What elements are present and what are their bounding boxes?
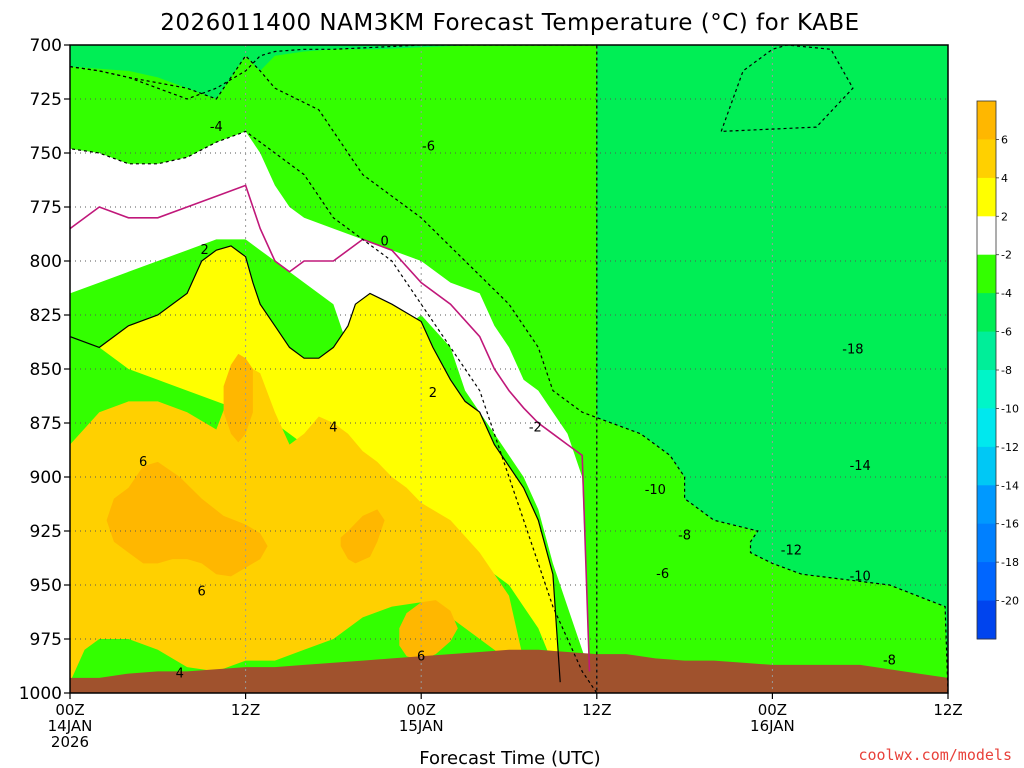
contour-label: -4 <box>210 120 223 135</box>
terrain-polygon <box>70 649 948 693</box>
colorbar-label: -4 <box>1001 287 1012 300</box>
contour-label: -8 <box>678 528 691 543</box>
contour-label: -2 <box>529 420 542 435</box>
contour-label: 2 <box>200 243 208 258</box>
contour-label: -10 <box>645 483 666 498</box>
colorbar-swatch <box>977 485 996 525</box>
contour-label: -18 <box>842 343 863 358</box>
colorbar-label: 2 <box>1001 210 1008 223</box>
colorbar-label: 4 <box>1001 172 1008 185</box>
y-tick-label: 950 <box>30 576 62 596</box>
x-tick-label: 12Z <box>933 701 962 719</box>
x-tick-label: 15JAN <box>399 717 444 735</box>
colorbar-swatch <box>977 370 996 409</box>
terrain-layer <box>70 649 948 693</box>
chart-title: 2026011400 NAM3KM Forecast Temperature (… <box>160 10 859 36</box>
colorbar: 6 4 2 -2 -4 -6 -8 -10 -12 -14 -16 -18 -20 <box>976 100 1019 640</box>
contour-label: 2 <box>429 386 437 401</box>
colorbar-label: -16 <box>1001 518 1019 531</box>
colorbar-swatch <box>977 293 996 332</box>
x-tick-label: 16JAN <box>750 717 795 735</box>
y-tick-label: 750 <box>30 144 62 164</box>
contour-label: -8 <box>883 654 896 669</box>
colorbar-swatch <box>977 216 996 256</box>
temperature-region-5 <box>70 245 561 683</box>
y-tick-label: 1000 <box>19 684 62 704</box>
x-tick-label: 12Z <box>231 701 260 719</box>
contour-label: -14 <box>850 459 871 474</box>
y-tick-label: 850 <box>30 360 62 380</box>
y-tick-label: 900 <box>30 468 62 488</box>
y-tick-label: 825 <box>30 306 62 326</box>
contour-label: 6 <box>139 455 147 470</box>
isotherm--4-2 <box>70 45 598 693</box>
colorbar-label: -14 <box>1001 479 1019 492</box>
colorbar-swatch <box>977 408 996 448</box>
colorbar-swatch <box>977 600 996 640</box>
colorbar-swatch <box>977 139 996 179</box>
colorbar-label: -18 <box>1001 556 1019 569</box>
colorbar-swatch <box>977 562 996 601</box>
contour-label: 6 <box>417 649 425 664</box>
colorbar-label: -20 <box>1001 595 1019 608</box>
colorbar-swatch <box>977 254 996 294</box>
isotherm-lines <box>70 45 948 693</box>
y-tick-label: 800 <box>30 252 62 272</box>
temperature-region-7 <box>106 461 268 577</box>
x-tick-label: 00Z <box>55 701 84 719</box>
y-tick-label: 875 <box>30 414 62 434</box>
contour-label: 0 <box>380 235 388 250</box>
colorbar-swatch <box>977 523 996 563</box>
contour-label: 6 <box>198 584 206 599</box>
colorbar-swatch <box>977 331 996 371</box>
x-tick-label: 2026 <box>51 733 89 751</box>
colorbar-swatch <box>977 101 996 140</box>
x-tick-label: 00Z <box>758 701 787 719</box>
contour-labels: -4 -6 2 0 2 4 -2 6 -18 -10 -14 -12 -8 6 -6 -10 6 4 -8 <box>139 120 896 681</box>
x-tick-label: 12Z <box>582 701 611 719</box>
x-axis-label: Forecast Time (UTC) <box>419 748 600 768</box>
colorbar-label: -8 <box>1001 364 1012 377</box>
colorbar-label: -10 <box>1001 402 1019 415</box>
temperature-region-2 <box>70 45 948 693</box>
colorbar-swatch <box>977 446 996 486</box>
x-tick-label: 14JAN <box>48 717 93 735</box>
colorbar-label: 6 <box>1001 133 1008 146</box>
colorbar-swatch <box>977 177 996 217</box>
isotherm--6-3 <box>70 54 948 693</box>
colorbar-label: -6 <box>1001 326 1012 339</box>
contour-label: -10 <box>850 569 871 584</box>
y-tick-label: 725 <box>30 90 62 110</box>
temperature-region-6 <box>70 364 531 693</box>
grid-lines <box>70 45 948 693</box>
contour-label: -6 <box>422 140 435 155</box>
y-tick-label: 925 <box>30 522 62 542</box>
colorbar-label: -12 <box>1001 441 1019 454</box>
colorbar-label: -2 <box>1001 249 1012 262</box>
contour-label: -6 <box>656 567 669 582</box>
temperature-region-4 <box>70 131 590 672</box>
isotherm--18-4 <box>720 45 854 132</box>
credit-text: coolwx.com/models <box>858 746 1012 764</box>
y-tick-label: 700 <box>30 36 62 56</box>
contour-label: 4 <box>176 667 184 682</box>
y-tick-label: 775 <box>30 198 62 218</box>
isotherm-2-1 <box>70 245 561 683</box>
temperature-region-9 <box>340 509 385 564</box>
temperature-region-10 <box>399 600 458 661</box>
x-tick-label: 00Z <box>407 701 436 719</box>
y-tick-label: 975 <box>30 630 62 650</box>
contour-label: 4 <box>329 420 337 435</box>
contour-label: -12 <box>781 543 802 558</box>
y-axis: 700 725 750 775 800 825 850 875 900 925 950 975 1000 <box>19 36 70 704</box>
